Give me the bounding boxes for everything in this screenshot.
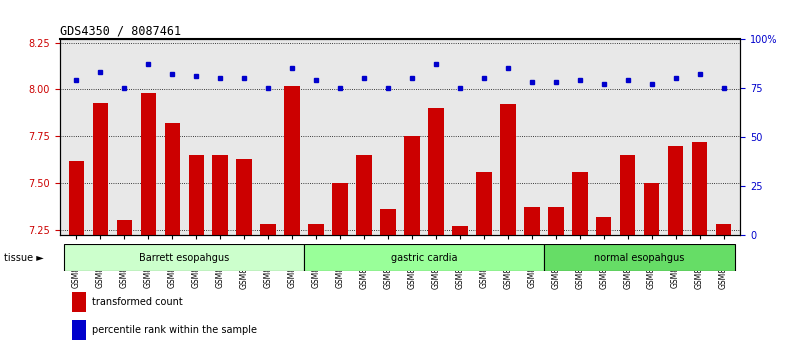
Bar <box>644 183 659 235</box>
Bar <box>284 86 300 235</box>
Bar <box>692 142 708 235</box>
Text: GDS4350 / 8087461: GDS4350 / 8087461 <box>60 25 181 38</box>
Bar <box>304 244 544 271</box>
Text: percentile rank within the sample: percentile rank within the sample <box>92 325 256 335</box>
Bar <box>68 161 84 235</box>
Bar <box>357 155 372 235</box>
Bar <box>452 226 468 235</box>
Text: transformed count: transformed count <box>92 297 182 307</box>
Bar <box>500 104 516 235</box>
Bar <box>428 108 443 235</box>
Bar <box>476 172 492 235</box>
Text: normal esopahgus: normal esopahgus <box>595 252 685 263</box>
Bar <box>332 183 348 235</box>
Bar <box>524 207 540 235</box>
Text: Barrett esopahgus: Barrett esopahgus <box>139 252 229 263</box>
Bar <box>668 145 683 235</box>
Bar <box>380 209 396 235</box>
Bar <box>308 224 324 235</box>
Bar <box>165 123 180 235</box>
Text: tissue ►: tissue ► <box>4 253 44 263</box>
Bar <box>236 159 252 235</box>
Bar <box>141 93 156 235</box>
Bar <box>544 244 736 271</box>
Text: gastric cardia: gastric cardia <box>391 252 457 263</box>
Bar <box>92 103 108 235</box>
Bar <box>404 136 419 235</box>
Bar <box>596 217 611 235</box>
Bar <box>117 221 132 235</box>
Bar <box>548 207 564 235</box>
Bar <box>213 155 228 235</box>
Bar <box>716 224 732 235</box>
Bar <box>189 155 204 235</box>
Bar <box>620 155 635 235</box>
Bar <box>260 224 276 235</box>
Bar <box>64 244 304 271</box>
Bar <box>572 172 587 235</box>
